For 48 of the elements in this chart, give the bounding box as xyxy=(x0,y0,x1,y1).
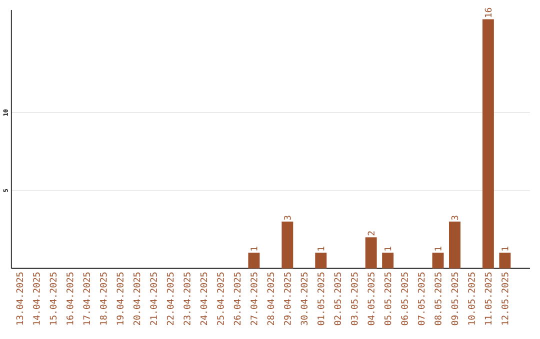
x-tick-label: 02.05.2025 xyxy=(334,272,341,326)
data-label: 3 xyxy=(451,216,458,220)
data-label: 1 xyxy=(502,246,508,250)
x-tick-label: 12.05.2025 xyxy=(502,272,508,325)
data-label: 1 xyxy=(384,246,392,250)
x-tick-label: 19.04.2025 xyxy=(116,272,124,325)
data-label: 1 xyxy=(250,246,258,250)
bar xyxy=(449,222,460,268)
x-tick-label: 11.05.2025 xyxy=(484,272,492,325)
x-tick-label: 29.04.2025 xyxy=(284,272,291,325)
x-tick-label: 15.04.2025 xyxy=(50,272,57,325)
x-tick-label: 09.05.2025 xyxy=(451,272,458,326)
data-label: 3 xyxy=(284,216,291,220)
data-label: 1 xyxy=(434,246,442,250)
x-tick-label: 10.05.2025 xyxy=(468,272,475,325)
x-tick-label: 27.04.2025 xyxy=(250,272,258,325)
bar xyxy=(382,252,394,268)
bar xyxy=(432,252,444,268)
data-label: 16 xyxy=(484,8,492,17)
x-tick-label: 28.04.2025 xyxy=(267,272,274,325)
x-tick-label: 20.04.2025 xyxy=(133,272,140,325)
x-tick-label: 21.04.2025 xyxy=(150,272,157,325)
x-tick-label: 13.04.2025 xyxy=(16,272,24,325)
data-label: 1 xyxy=(318,246,324,250)
x-tick-label: 06.05.2025 xyxy=(401,272,408,326)
x-tick-label: 04.05.2025 xyxy=(368,272,374,326)
bar xyxy=(499,252,511,268)
bar xyxy=(315,252,327,268)
bar xyxy=(282,222,294,268)
x-tick-label: 22.04.2025 xyxy=(166,272,174,325)
x-tick-label: 14.04.2025 xyxy=(33,272,40,325)
x-tick-label: 05.05.2025 xyxy=(384,272,392,326)
x-tick-label: 16.04.2025 xyxy=(66,272,74,325)
x-tick-label: 23.04.2025 xyxy=(184,272,190,325)
bar xyxy=(365,237,377,268)
x-tick-label: 03.05.2025 xyxy=(350,272,358,326)
bar xyxy=(482,19,494,268)
x-tick-label: 24.04.2025 xyxy=(200,272,208,325)
x-tick-label: 18.04.2025 xyxy=(100,272,107,325)
x-tick-label: 17.04.2025 xyxy=(83,272,90,325)
x-tick-label: 30.04.2025 xyxy=(300,272,308,326)
x-tick-label: 01.05.2025 xyxy=(317,272,324,326)
x-tick-label: 25.04.2025 xyxy=(217,272,224,325)
x-tick-label: 08.05.2025 xyxy=(434,272,442,326)
x-tick-label: 26.04.2025 xyxy=(234,272,241,325)
x-tick-label: 07.05.2025 xyxy=(418,272,425,326)
data-label: 2 xyxy=(368,231,374,236)
bar xyxy=(248,252,260,268)
